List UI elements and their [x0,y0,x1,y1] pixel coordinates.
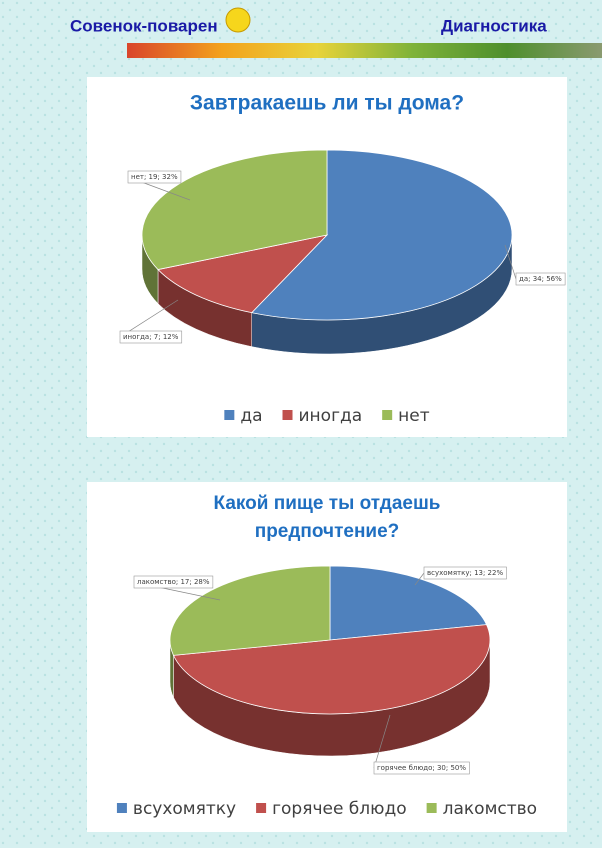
data-label: да; 34; 56% [519,275,562,283]
pie-slice [141,149,328,271]
chart-title-box: Какой пище ты отдаешь предпочтение? [213,493,441,542]
pie-slice [172,624,491,715]
legend-swatch [426,803,437,813]
data-label-box [515,272,566,286]
legend-label: иногда [299,406,363,426]
fruit-strip [127,43,602,58]
data-label: лакомство; 17; 28% [137,578,210,586]
chart-title: Какой пище ты отдаешь предпочтение? [213,493,441,542]
legend-swatch [224,410,235,420]
leader-line [504,244,517,280]
legend-label: горячее блюдо [272,799,407,819]
data-label: всухомятку; 13; 22% [427,569,503,577]
pie-slice [157,234,329,314]
legend-label: всухомятку [133,799,236,819]
legend-label: лакомство [443,799,537,819]
header-right: Диагностика [441,16,547,35]
legend-swatch [256,803,267,813]
data-label-box [373,761,470,775]
leader-line [373,714,391,769]
owl-icon [225,7,251,33]
leader-line [414,572,425,586]
data-label: нет; 19; 32% [131,173,178,181]
legend-label: да [240,406,262,426]
legend-label: нет [398,406,430,426]
data-label: иногда; 7; 12% [123,333,179,341]
legend-swatch [282,410,293,420]
data-label: горячее блюдо; 30; 50% [377,764,466,772]
pie-slice [169,565,331,656]
pie-slice [329,565,488,641]
legend: всухомятку горячее блюдо лакомство [116,799,537,819]
header-left: Совенок-поварен [70,16,218,35]
legend-swatch [116,803,127,813]
data-label-box [133,575,214,589]
legend: да иногда нет [224,406,430,426]
data-label-box [119,330,183,344]
pie-slice [250,149,513,321]
chart-title: Завтракаешь ли ты дома? [190,92,464,115]
data-label-box [127,170,182,184]
legend-swatch [382,410,393,420]
data-label-box [423,566,507,580]
